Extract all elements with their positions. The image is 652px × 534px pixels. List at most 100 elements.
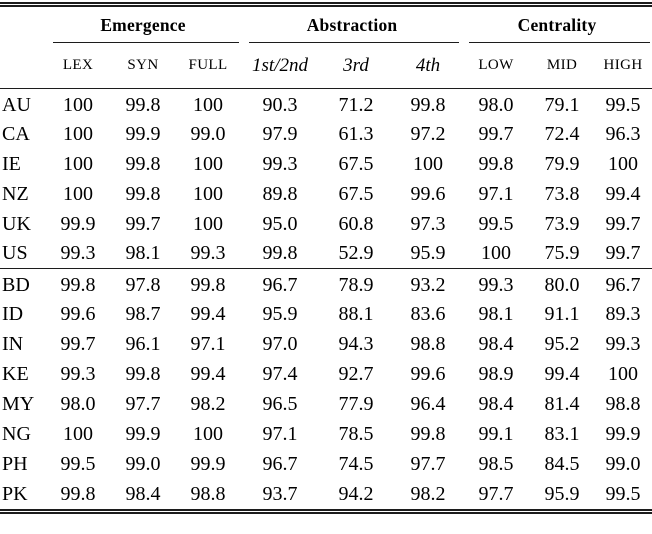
cell: 94.2: [338, 482, 374, 505]
cell: 94.3: [338, 332, 374, 355]
cell: 97.0: [262, 332, 298, 355]
cell: 99.8: [125, 152, 161, 175]
cell: 95.2: [544, 332, 580, 355]
column-header-row: LEX SYN FULL 1st/2nd 3rd 4th LOW MID HIGH: [0, 43, 652, 89]
cell: 97.2: [410, 122, 446, 145]
cell: 60.8: [338, 212, 374, 235]
cell: 99.8: [125, 94, 161, 116]
cell: 97.1: [190, 332, 226, 355]
cell: 98.4: [125, 482, 161, 505]
cell: 99.5: [60, 452, 96, 475]
cell: 98.8: [190, 482, 226, 505]
column-header: 1st/2nd: [242, 43, 319, 89]
cell: 99.8: [478, 152, 514, 175]
column-header: LOW: [462, 43, 531, 89]
cell: 78.5: [338, 422, 374, 445]
cell: 96.4: [410, 392, 446, 415]
cell: 79.1: [544, 94, 580, 116]
column-group-label: Abstraction: [306, 14, 398, 35]
cell: 83.6: [410, 302, 446, 325]
row-label: IE: [2, 152, 21, 175]
cell: 100: [608, 152, 639, 175]
table-row: IE 100 99.8 100 99.3 67.5 100 99.8 79.9 100: [0, 149, 652, 179]
column-header: SYN: [112, 43, 174, 89]
table-row: UK 99.9 99.7 100 95.0 60.8 97.3 99.5 73.9 99.7: [0, 209, 652, 239]
cell: 97.1: [262, 422, 298, 445]
cell: 99.9: [190, 452, 226, 475]
cell: 99.6: [410, 362, 446, 385]
cell: 99.8: [60, 482, 96, 505]
cell: 61.3: [338, 122, 374, 145]
table-row: PH 99.5 99.0 99.9 96.7 74.5 97.7 98.5 84.5 99.0: [0, 449, 652, 479]
cell: 99.7: [125, 212, 161, 235]
corner-cell: [0, 43, 44, 89]
cell: 100: [413, 152, 444, 175]
cell: 99.6: [410, 182, 446, 205]
cell: 99.3: [44, 239, 112, 269]
cell: 99.7: [478, 122, 514, 145]
cell: 96.3: [605, 122, 641, 145]
column-header: 4th: [394, 43, 463, 89]
row-label: UK: [2, 212, 31, 235]
cell: 95.9: [544, 482, 580, 505]
cell: 97.7: [478, 482, 514, 505]
cell: 99.5: [605, 94, 641, 116]
cell: 89.8: [262, 182, 298, 205]
cell: 95.9: [262, 302, 298, 325]
cell: 99.8: [190, 274, 226, 296]
cell: 98.1: [478, 302, 514, 325]
column-group: Emergence: [44, 7, 242, 43]
results-table: Emergence Abstraction Centrality LEX SYN FUL…: [0, 2, 652, 514]
cell: 100: [63, 152, 93, 175]
cell: 99.0: [190, 122, 226, 145]
column-header: HIGH: [594, 43, 652, 89]
table-row: NG 100 99.9 100 97.1 78.5 99.8 99.1 83.1 99.9: [0, 419, 652, 449]
cell: 97.7: [410, 452, 446, 475]
cell: 97.7: [125, 392, 161, 415]
row-label: AU: [2, 94, 31, 116]
table-row: KE 99.3 99.8 99.4 97.4 92.7 99.6 98.9 99.4 100: [0, 359, 652, 389]
cell: 100: [193, 94, 223, 116]
column-group: Centrality: [462, 7, 652, 43]
cell: 97.8: [125, 274, 161, 296]
cell: 97.9: [262, 122, 298, 145]
table-row: US 99.3 98.1 99.3 99.8 52.9 95.9 100 75.9 99.7: [0, 239, 652, 269]
cell: 99.3: [174, 239, 243, 269]
cell: 100: [63, 182, 93, 205]
cell: 97.4: [262, 362, 298, 385]
cell: 91.1: [544, 302, 580, 325]
cell: 99.7: [605, 212, 641, 235]
cell: 99.3: [605, 332, 641, 355]
column-group-label: Emergence: [100, 14, 186, 35]
cell: 99.9: [125, 422, 161, 445]
cell: 99.8: [125, 362, 161, 385]
column-header: MID: [530, 43, 595, 89]
cell: 98.8: [605, 392, 641, 415]
cell: 99.8: [410, 94, 446, 116]
cell: 71.2: [338, 94, 374, 116]
cell: 100: [462, 239, 531, 269]
cell: 89.3: [605, 302, 641, 325]
corner-cell: [0, 7, 44, 43]
cell: 97.3: [410, 212, 446, 235]
column-group-row: Emergence Abstraction Centrality: [0, 7, 652, 43]
table-row: BD 99.8 97.8 99.8 96.7 78.9 93.2 99.3 80.0 96.7: [0, 269, 652, 299]
cell: 67.5: [338, 152, 374, 175]
cell: 74.5: [338, 452, 374, 475]
table-row: PK 99.8 98.4 98.8 93.7 94.2 98.2 97.7 95.9 99.5: [0, 479, 652, 509]
column-header: 3rd: [318, 43, 395, 89]
cell: 96.7: [605, 274, 641, 296]
cell: 98.7: [125, 302, 161, 325]
cell: 99.0: [125, 452, 161, 475]
cell: 98.9: [478, 362, 514, 385]
cell: 98.2: [190, 392, 226, 415]
cell: 73.9: [544, 212, 580, 235]
cell: 96.7: [262, 452, 298, 475]
row-label: PK: [2, 482, 28, 505]
cell: 99.4: [544, 362, 580, 385]
cell: 98.0: [478, 94, 514, 116]
table-header: Emergence Abstraction Centrality LEX SYN FUL…: [0, 7, 652, 89]
cell: 83.1: [544, 422, 580, 445]
cell: 99.9: [605, 422, 641, 445]
